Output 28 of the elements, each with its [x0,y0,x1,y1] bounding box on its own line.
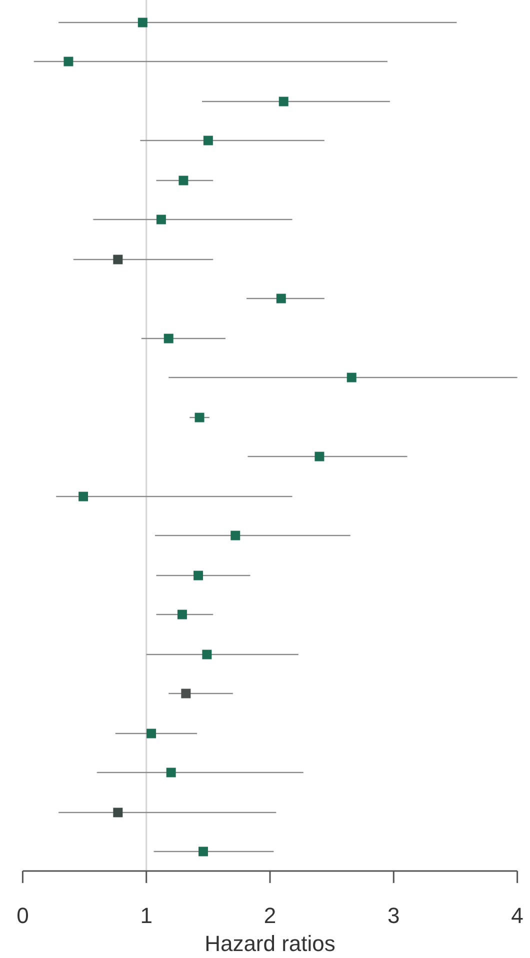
point [138,18,148,28]
point [78,492,88,502]
x-axis-title: Hazard ratios [204,931,336,956]
point [164,334,174,344]
x-tick-label: 3 [388,903,400,928]
x-tick-label: 0 [16,903,29,928]
point [276,294,286,304]
point [64,56,74,66]
point [203,136,213,146]
point [194,570,204,580]
point [146,728,156,738]
point [156,214,166,224]
point [177,610,187,620]
point [314,452,324,462]
point [230,530,240,540]
point [181,688,191,698]
x-tick-label: 2 [264,903,276,928]
point [178,176,188,186]
point [194,412,204,422]
point [113,808,123,818]
point [113,254,123,264]
point [198,846,208,856]
point [166,768,176,778]
x-tick-label: 4 [511,903,524,928]
point [346,372,356,382]
point [202,650,212,660]
x-tick-label: 1 [140,903,152,928]
point [278,96,288,106]
